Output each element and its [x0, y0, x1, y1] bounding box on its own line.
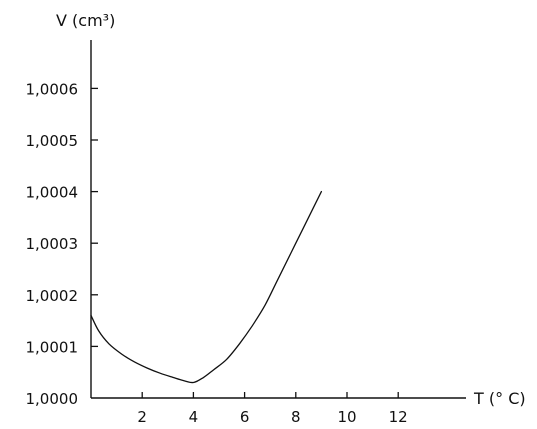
x-tick-label: 6 [240, 408, 250, 426]
x-tick-label: 12 [389, 408, 408, 426]
x-tick-label: 2 [137, 408, 147, 426]
y-tick-label: 1,0005 [26, 132, 79, 150]
y-tick-label: 1,0000 [26, 390, 79, 408]
axes [90, 40, 466, 399]
y-tick-label: 1,0002 [26, 287, 79, 305]
y-tick-label: 1,0006 [26, 80, 79, 98]
x-axis-label: T (° C) [473, 389, 526, 408]
series-line [90, 190, 323, 384]
series-layer [90, 190, 323, 384]
y-axis-label: V (cm³) [56, 11, 115, 30]
x-tick-label: 10 [337, 408, 356, 426]
x-tick-label: 8 [291, 408, 301, 426]
ticks: 1,0000 1,0001 1,0002 1,0003 1,0004 1,0005 1,00… [26, 80, 408, 426]
x-tick-label: 4 [189, 408, 199, 426]
y-tick-label: 1,0003 [26, 235, 79, 253]
y-tick-label: 1,0001 [26, 338, 79, 356]
y-tick-label: 1,0004 [26, 184, 79, 202]
